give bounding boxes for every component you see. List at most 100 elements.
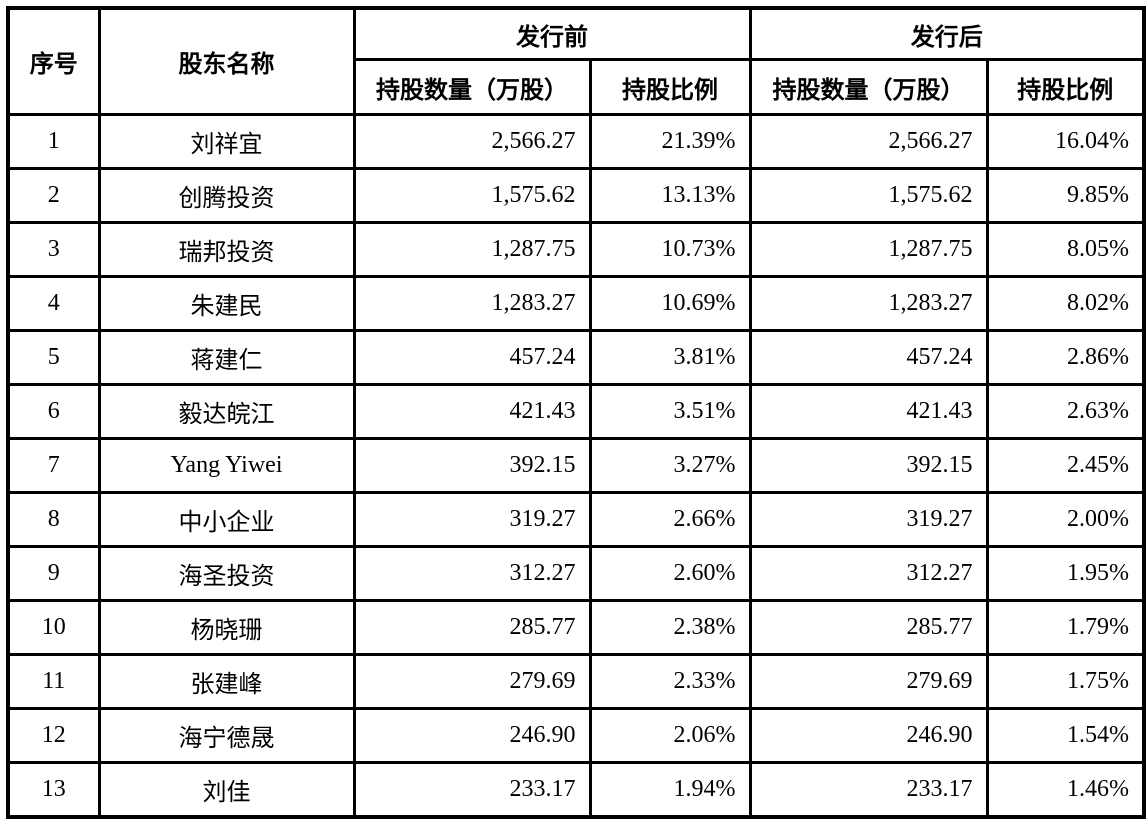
post-quantity: 285.77 (748, 599, 989, 656)
pre-quantity: 392.15 (352, 437, 592, 494)
shareholder-structure-table: 序号 股东名称 发行前 发行后 持股数量（万股） 持股比例 持股数量（万股） 持… (6, 6, 1146, 819)
post-ratio: 16.04% (985, 113, 1146, 170)
post-ratio: 2.00% (985, 491, 1146, 548)
table-header: 序号 股东名称 发行前 发行后 持股数量（万股） 持股比例 持股数量（万股） 持… (6, 6, 1146, 116)
pre-ratio: 3.81% (588, 329, 752, 386)
post-quantity: 319.27 (748, 491, 989, 548)
shareholder-name: 海宁德晟 (97, 707, 356, 764)
row-index: 2 (6, 167, 101, 224)
pre-ratio: 2.06% (588, 707, 752, 764)
shareholder-name: 刘祥宜 (97, 113, 356, 170)
post-quantity: 392.15 (748, 437, 989, 494)
pre-quantity: 279.69 (352, 653, 592, 710)
post-quantity: 312.27 (748, 545, 989, 602)
post-quantity: 279.69 (748, 653, 989, 710)
shareholder-name: 张建峰 (97, 653, 356, 710)
pre-ratio: 3.51% (588, 383, 752, 440)
row-index: 4 (6, 275, 101, 332)
post-ratio: 1.75% (985, 653, 1146, 710)
post-quantity: 2,566.27 (748, 113, 989, 170)
post-ratio: 8.02% (985, 275, 1146, 332)
pre-quantity: 1,575.62 (352, 167, 592, 224)
post-quantity: 457.24 (748, 329, 989, 386)
shareholder-name: 中小企业 (97, 491, 356, 548)
shareholder-name: 创腾投资 (97, 167, 356, 224)
table-body: 1 刘祥宜 2,566.27 21.39% 2,566.27 16.04% 2 … (6, 113, 1146, 819)
pre-quantity: 1,283.27 (352, 275, 592, 332)
post-ratio: 1.54% (985, 707, 1146, 764)
row-index: 11 (6, 653, 101, 710)
header-sub-row: 持股数量（万股） 持股比例 持股数量（万股） 持股比例 (8, 58, 1146, 116)
table-row: 7 Yang Yiwei 392.15 3.27% 392.15 2.45% (6, 437, 1146, 494)
shareholder-name: 朱建民 (97, 275, 356, 332)
pre-ratio: 3.27% (588, 437, 752, 494)
column-header-pre-quantity: 持股数量（万股） (352, 58, 592, 116)
pre-ratio: 13.13% (588, 167, 752, 224)
pre-quantity: 285.77 (352, 599, 592, 656)
row-index: 13 (6, 761, 101, 819)
table-row: 5 蒋建仁 457.24 3.81% 457.24 2.86% (6, 329, 1146, 386)
table-row: 4 朱建民 1,283.27 10.69% 1,283.27 8.02% (6, 275, 1146, 332)
shareholder-name: 蒋建仁 (97, 329, 356, 386)
pre-quantity: 319.27 (352, 491, 592, 548)
post-quantity: 1,283.27 (748, 275, 989, 332)
post-ratio: 9.85% (985, 167, 1146, 224)
column-header-post-quantity: 持股数量（万股） (748, 58, 989, 116)
pre-quantity: 2,566.27 (352, 113, 592, 170)
table-row: 8 中小企业 319.27 2.66% 319.27 2.00% (6, 491, 1146, 548)
pre-quantity: 246.90 (352, 707, 592, 764)
pre-ratio: 2.33% (588, 653, 752, 710)
pre-ratio: 21.39% (588, 113, 752, 170)
row-index: 3 (6, 221, 101, 278)
post-quantity: 246.90 (748, 707, 989, 764)
column-group-post-issuance: 发行后 (748, 6, 1146, 61)
table-row: 2 创腾投资 1,575.62 13.13% 1,575.62 9.85% (6, 167, 1146, 224)
post-ratio: 1.79% (985, 599, 1146, 656)
shareholder-name: 毅达皖江 (97, 383, 356, 440)
post-quantity: 233.17 (748, 761, 989, 819)
column-header-index: 序号 (6, 6, 101, 116)
pre-ratio: 10.73% (588, 221, 752, 278)
row-index: 6 (6, 383, 101, 440)
table-row: 13 刘佳 233.17 1.94% 233.17 1.46% (6, 761, 1146, 819)
column-header-pre-ratio: 持股比例 (588, 58, 752, 116)
post-quantity: 1,287.75 (748, 221, 989, 278)
table-row: 3 瑞邦投资 1,287.75 10.73% 1,287.75 8.05% (6, 221, 1146, 278)
post-ratio: 1.46% (985, 761, 1146, 819)
post-quantity: 1,575.62 (748, 167, 989, 224)
post-quantity: 421.43 (748, 383, 989, 440)
shareholder-name: Yang Yiwei (97, 437, 356, 494)
shareholder-name: 刘佳 (97, 761, 356, 819)
post-ratio: 2.86% (985, 329, 1146, 386)
pre-ratio: 2.38% (588, 599, 752, 656)
row-index: 9 (6, 545, 101, 602)
column-header-post-ratio: 持股比例 (985, 58, 1146, 116)
row-index: 1 (6, 113, 101, 170)
row-index: 10 (6, 599, 101, 656)
shareholder-name: 瑞邦投资 (97, 221, 356, 278)
pre-ratio: 2.60% (588, 545, 752, 602)
pre-ratio: 1.94% (588, 761, 752, 819)
column-group-pre-issuance: 发行前 (352, 6, 752, 61)
pre-quantity: 421.43 (352, 383, 592, 440)
pre-quantity: 457.24 (352, 329, 592, 386)
shareholder-name: 杨晓珊 (97, 599, 356, 656)
row-index: 5 (6, 329, 101, 386)
table-row: 11 张建峰 279.69 2.33% 279.69 1.75% (6, 653, 1146, 710)
table-row: 9 海圣投资 312.27 2.60% 312.27 1.95% (6, 545, 1146, 602)
pre-quantity: 233.17 (352, 761, 592, 819)
header-group-row: 序号 股东名称 发行前 发行后 (6, 6, 1146, 116)
row-index: 8 (6, 491, 101, 548)
pre-quantity: 312.27 (352, 545, 592, 602)
table-row: 10 杨晓珊 285.77 2.38% 285.77 1.79% (6, 599, 1146, 656)
post-ratio: 8.05% (985, 221, 1146, 278)
table-row: 12 海宁德晟 246.90 2.06% 246.90 1.54% (6, 707, 1146, 764)
pre-quantity: 1,287.75 (352, 221, 592, 278)
shareholder-name: 海圣投资 (97, 545, 356, 602)
pre-ratio: 10.69% (588, 275, 752, 332)
post-ratio: 1.95% (985, 545, 1146, 602)
pre-ratio: 2.66% (588, 491, 752, 548)
column-header-shareholder-name: 股东名称 (97, 6, 356, 116)
row-index: 7 (6, 437, 101, 494)
